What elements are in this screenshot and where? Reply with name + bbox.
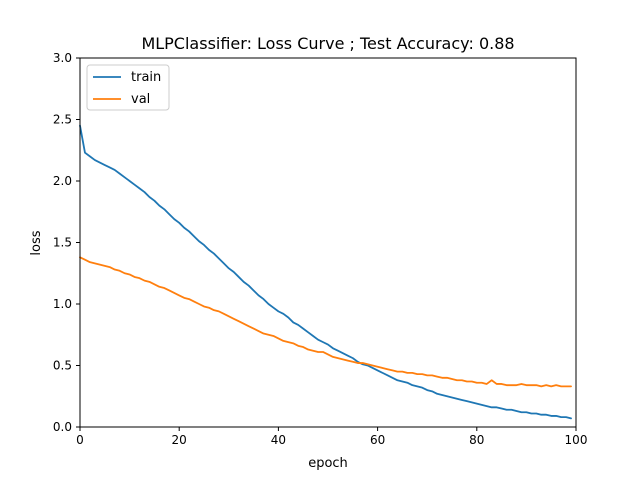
chart-title: MLPClassifier: Loss Curve ; Test Accurac… — [141, 34, 514, 53]
y-tick-label: 0.0 — [53, 420, 72, 434]
x-tick-label: 40 — [271, 433, 286, 447]
x-axis-ticks: 0 20 40 60 80 100 — [76, 427, 587, 447]
x-axis-label: epoch — [308, 456, 348, 471]
y-tick-label: 1.5 — [53, 236, 72, 250]
legend-label-val: val — [131, 92, 150, 107]
y-tick-label: 1.0 — [53, 297, 72, 311]
x-tick-label: 60 — [370, 433, 385, 447]
y-tick-label: 2.5 — [53, 113, 72, 127]
x-tick-label: 80 — [469, 433, 484, 447]
y-axis-label: loss — [29, 230, 44, 255]
y-tick-label: 0.5 — [53, 359, 72, 373]
x-tick-label: 0 — [76, 433, 84, 447]
legend-label-train: train — [131, 70, 161, 85]
series-line-val — [79, 256, 572, 388]
y-tick-label: 2.0 — [53, 174, 72, 188]
x-tick-label: 20 — [172, 433, 187, 447]
y-axis-ticks: 0.0 0.5 1.0 1.5 2.0 2.5 3.0 — [53, 51, 80, 434]
legend: train val — [86, 64, 170, 111]
series-layer — [79, 124, 572, 420]
y-tick-label: 3.0 — [53, 51, 72, 65]
x-tick-label: 100 — [565, 433, 588, 447]
series-line-train — [79, 124, 572, 420]
